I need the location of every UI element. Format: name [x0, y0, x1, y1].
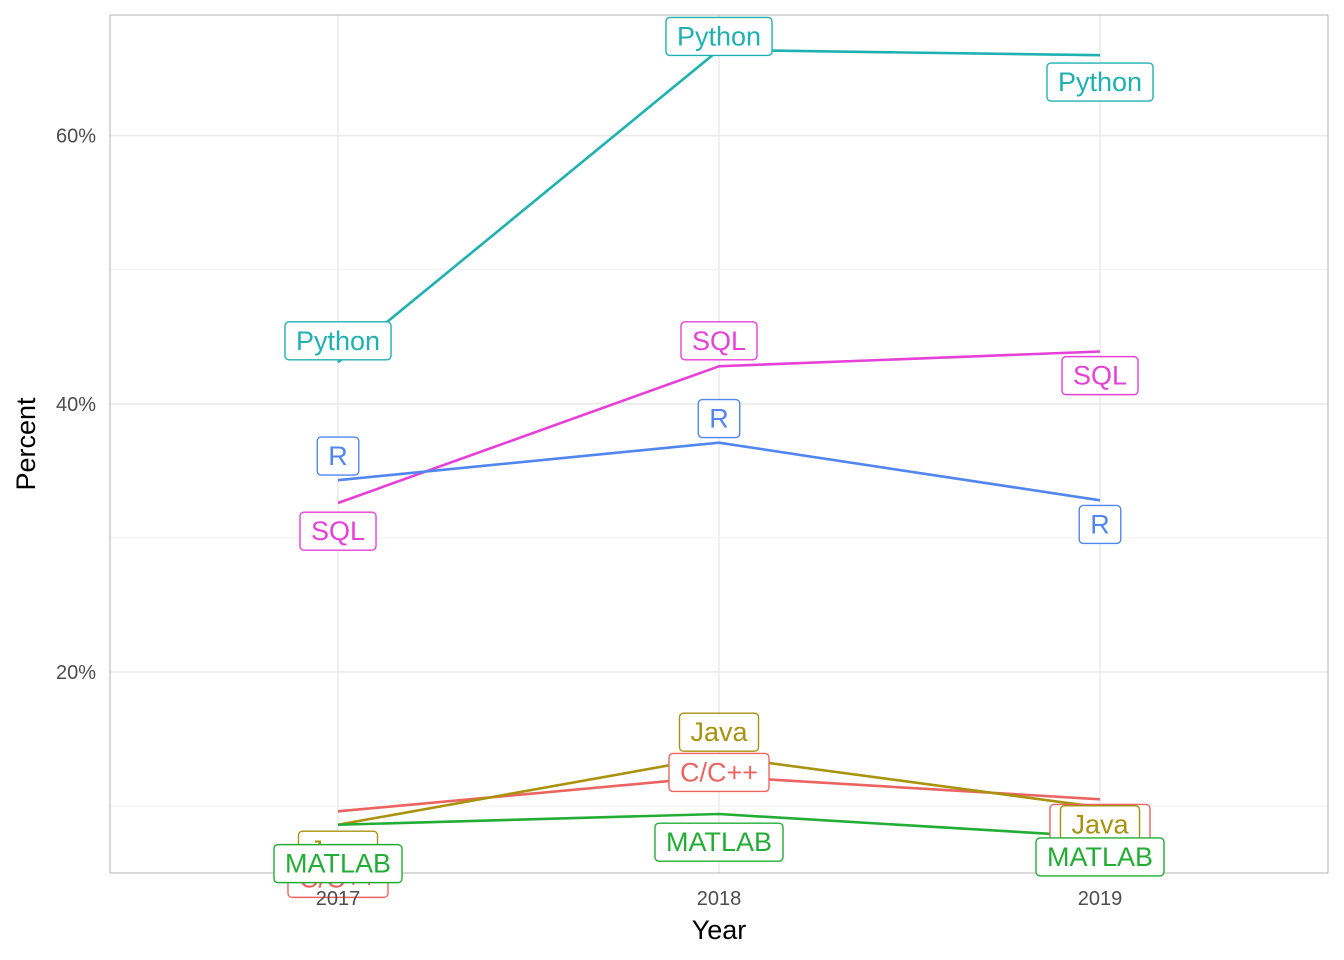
label-text-matlab: MATLAB	[285, 849, 391, 879]
label-python: Python	[1046, 62, 1154, 102]
label-box-sql	[299, 511, 377, 551]
y-tick-label: 40%	[56, 394, 96, 416]
label-sql: SQL	[299, 511, 377, 551]
label-matlab: MATLAB	[1035, 837, 1165, 877]
y-axis-title: Percent	[11, 397, 41, 491]
label-text-r: R	[709, 404, 729, 434]
label-box-c-c-	[668, 752, 770, 793]
label-sql: SQL	[1061, 355, 1139, 396]
label-box-sql	[680, 321, 758, 361]
label-text-python: Python	[677, 21, 761, 51]
label-matlab: MATLAB	[273, 843, 403, 884]
label-text-r: R	[1090, 509, 1110, 539]
label-r: R	[697, 398, 741, 439]
label-text-sql: SQL	[1073, 361, 1127, 391]
series-line-sql	[337, 350, 1101, 505]
label-box-sql	[1061, 355, 1139, 396]
label-text-matlab: MATLAB	[666, 827, 772, 857]
series-labels: PythonPythonPythonSQLSQLSQLRRRC/C++C/C++…	[273, 16, 1165, 899]
label-text-java: Java	[1071, 810, 1129, 840]
label-c-c-: C/C++	[668, 752, 770, 793]
x-tick-label: 2017	[316, 888, 361, 910]
label-box-matlab	[1035, 837, 1165, 877]
label-python: Python	[284, 321, 392, 361]
label-text-c-c-: C/C++	[680, 757, 758, 787]
label-box-r	[697, 398, 741, 439]
label-box-r	[1078, 504, 1122, 545]
label-java: Java	[678, 712, 760, 752]
label-box-java	[678, 712, 760, 752]
label-box-r	[316, 436, 360, 476]
y-axis-ticks: 20% 40% 60%	[56, 126, 96, 684]
label-text-java: Java	[690, 717, 748, 747]
label-text-r: R	[328, 441, 348, 471]
label-text-sql: SQL	[311, 516, 365, 546]
x-tick-label: 2018	[697, 888, 742, 910]
label-box-python	[665, 16, 773, 57]
label-box-python	[1046, 62, 1154, 102]
y-tick-label: 60%	[56, 126, 96, 148]
label-r: R	[1078, 504, 1122, 545]
label-text-python: Python	[296, 326, 380, 356]
y-tick-label: 20%	[56, 662, 96, 684]
label-text-python: Python	[1058, 67, 1142, 97]
series-line-r	[337, 441, 1101, 502]
label-box-matlab	[273, 843, 403, 884]
label-text-matlab: MATLAB	[1047, 842, 1153, 872]
label-box-python	[284, 321, 392, 361]
x-tick-label: 2019	[1078, 888, 1123, 910]
x-axis-title: Year	[692, 915, 747, 945]
series-line-matlab	[337, 812, 1101, 839]
label-sql: SQL	[680, 321, 758, 361]
label-matlab: MATLAB	[654, 822, 784, 862]
label-java: Java	[1059, 805, 1141, 845]
x-axis-ticks: 2017 2018 2019	[316, 888, 1123, 910]
plot-panel-border	[109, 14, 1329, 874]
label-python: Python	[665, 16, 773, 57]
label-box-matlab	[654, 822, 784, 862]
label-text-sql: SQL	[692, 326, 746, 356]
label-r: R	[316, 436, 360, 476]
